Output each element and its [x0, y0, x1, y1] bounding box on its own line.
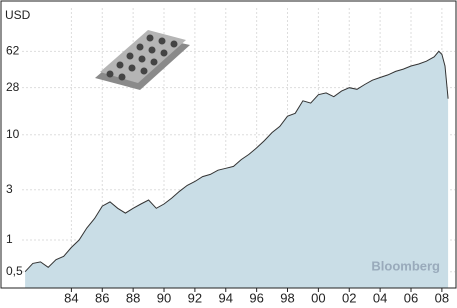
- x-tick-label: 90: [157, 290, 171, 305]
- x-tick-label: 86: [95, 290, 109, 305]
- x-tick-label: 92: [188, 290, 202, 305]
- y-tick-label: 10: [6, 127, 20, 141]
- x-tick-label: 00: [311, 290, 325, 305]
- watermark: Bloomberg: [371, 258, 440, 273]
- x-tick-label: 98: [280, 290, 294, 305]
- y-axis-label: USD: [5, 8, 31, 22]
- x-tick-label: 96: [249, 290, 263, 305]
- y-tick-label: 0,5: [6, 264, 23, 278]
- x-tick-label: 84: [64, 290, 78, 305]
- y-tick-label: 28: [6, 80, 20, 94]
- chart: USD Bloomberg 0,5 1 3 10 28 62 84 86 88 90 92 94 96 9…: [0, 0, 457, 308]
- y-tick-label: 1: [6, 232, 13, 246]
- x-tick-label: 06: [404, 290, 418, 305]
- x-tick-label: 02: [342, 290, 356, 305]
- y-tick-label: 62: [6, 44, 20, 58]
- x-tick-label: 94: [219, 290, 233, 305]
- x-tick-label: 88: [126, 290, 140, 305]
- y-tick-label: 3: [6, 182, 13, 196]
- x-tick-label: 08: [435, 290, 449, 305]
- x-tick-label: 04: [373, 290, 387, 305]
